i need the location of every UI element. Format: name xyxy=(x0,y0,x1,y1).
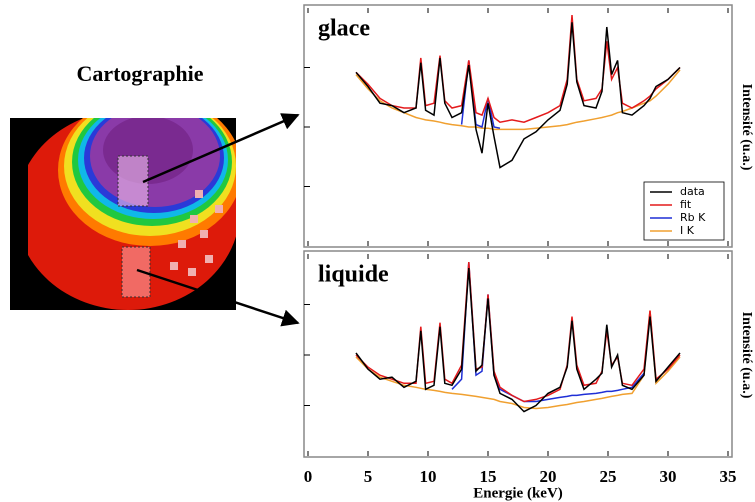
x-tick-label: 30 xyxy=(660,467,677,486)
heatmap xyxy=(10,118,236,310)
legend-label: Rb K xyxy=(680,211,706,224)
legend-label: I K xyxy=(680,224,695,237)
x-tick-label: 25 xyxy=(600,467,617,486)
y-axis-label: Intensité (u.a.) xyxy=(739,312,754,399)
x-tick-label: 10 xyxy=(420,467,437,486)
legend-label: fit xyxy=(680,198,692,211)
series-line xyxy=(355,69,681,131)
series-line xyxy=(355,268,681,413)
plot-frame xyxy=(303,250,733,458)
x-tick-label: 35 xyxy=(720,467,737,486)
map-title: Cartographie xyxy=(76,61,203,86)
arrow xyxy=(136,268,300,327)
panel-title: liquide xyxy=(318,262,389,288)
x-tick-label: 0 xyxy=(304,467,313,486)
x-tick-label: 20 xyxy=(540,467,557,486)
arrow xyxy=(142,113,300,184)
x-axis-label: Energie (keV) xyxy=(473,485,563,501)
y-axis-label: Intensité (u.a.) xyxy=(739,84,754,171)
panel-title: glace xyxy=(318,16,370,42)
x-tick-label: 5 xyxy=(364,467,373,486)
legend-label: data xyxy=(680,185,705,198)
series-line xyxy=(451,262,645,403)
x-tick-label: 15 xyxy=(480,467,497,486)
series-line xyxy=(355,22,681,169)
